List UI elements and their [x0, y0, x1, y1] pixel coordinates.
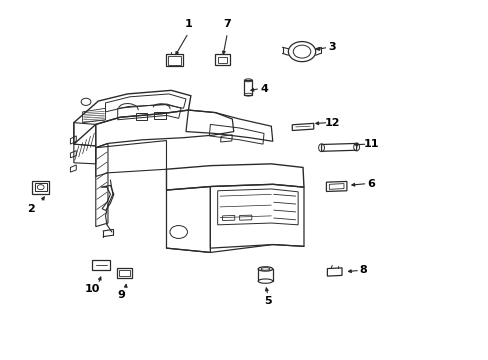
Bar [136, 113, 147, 120]
Text: 8: 8 [359, 265, 366, 275]
Text: 4: 4 [260, 84, 267, 94]
Text: 11: 11 [363, 139, 378, 149]
Text: 2: 2 [27, 204, 35, 214]
Text: 1: 1 [184, 19, 192, 29]
Text: 10: 10 [84, 284, 100, 294]
Text: 5: 5 [264, 296, 271, 306]
Text: 3: 3 [328, 42, 335, 52]
Text: 7: 7 [223, 19, 231, 29]
Bar [154, 112, 166, 119]
Text: 9: 9 [118, 290, 125, 300]
Bar [244, 80, 252, 95]
Text: 6: 6 [366, 179, 374, 189]
Text: 12: 12 [324, 118, 339, 128]
